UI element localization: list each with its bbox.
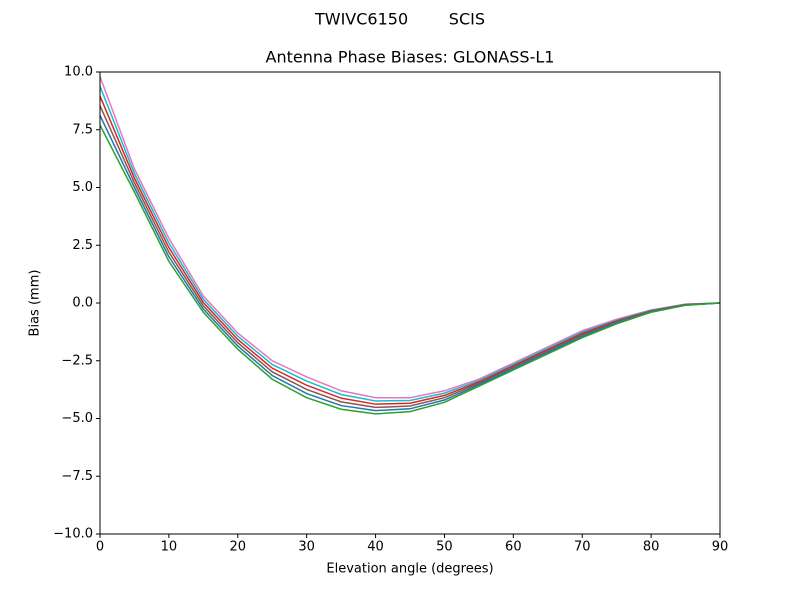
- series-line: [99, 115, 721, 412]
- chart-title: Antenna Phase Biases: GLONASS-L1: [266, 48, 555, 67]
- y-tick-label: −10.0: [53, 527, 93, 542]
- y-tick-label: 10.0: [64, 65, 93, 80]
- x-tick-label: 50: [436, 540, 453, 555]
- y-tick-label: 2.5: [72, 238, 93, 253]
- x-tick-label: 60: [505, 540, 522, 555]
- series-line: [99, 105, 721, 409]
- suptitle: TWIVC6150 SCIS: [314, 10, 485, 29]
- x-tick-label: 80: [643, 540, 660, 555]
- x-tick-label: 10: [161, 540, 178, 555]
- series-line: [99, 86, 721, 402]
- x-axis-label: Elevation angle (degrees): [326, 562, 493, 577]
- y-tick-label: −5.0: [61, 411, 93, 426]
- y-axis-label: Bias (mm): [28, 270, 43, 337]
- series-line: [99, 124, 721, 415]
- x-tick-label: 90: [712, 540, 729, 555]
- y-tick-label: 0.0: [72, 296, 93, 311]
- x-tick-label: 0: [96, 540, 104, 555]
- x-tick-label: 30: [298, 540, 315, 555]
- x-tick-label: 20: [230, 540, 247, 555]
- series-line: [99, 95, 721, 405]
- y-tick-label: −7.5: [61, 469, 93, 484]
- series-line: [99, 76, 721, 399]
- y-tick-label: −2.5: [61, 353, 93, 368]
- plot-frame: [99, 71, 721, 535]
- y-tick-label: 5.0: [72, 180, 93, 195]
- x-tick-label: 40: [367, 540, 384, 555]
- y-tick-label: 7.5: [72, 122, 93, 137]
- x-tick-label: 70: [574, 540, 591, 555]
